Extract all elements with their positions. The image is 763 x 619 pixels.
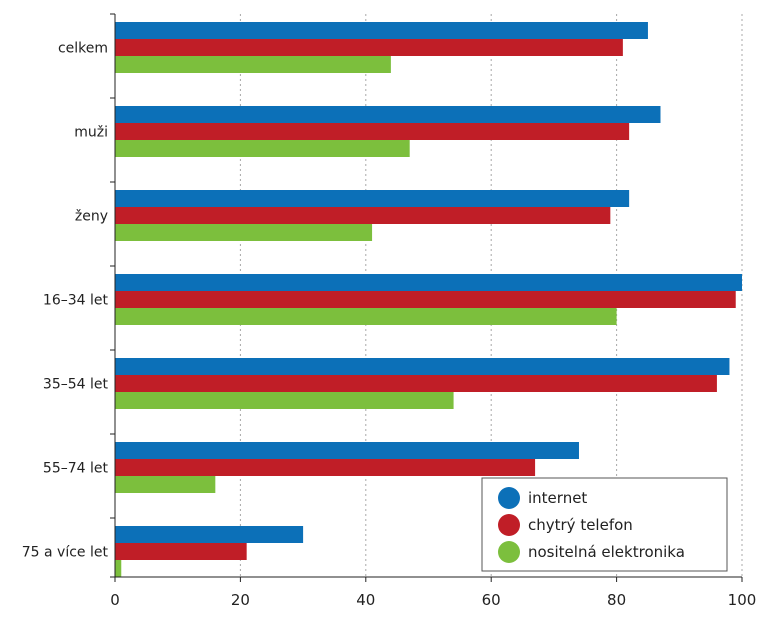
bar-2-2 [115,224,373,241]
x-tick-label-100: 100 [728,591,757,609]
bar-6-0 [115,526,304,543]
x-tick-label-40: 40 [356,591,375,609]
legend: internet chytrý telefon nositelná elektron… [481,477,728,572]
bar-1-1 [115,123,630,140]
x-tick-labels: 0 20 40 60 80 100 [110,591,756,609]
x-tick-label-80: 80 [607,591,626,609]
bar-0-0 [115,22,648,39]
legend-label-2: nositelná elektronika [528,543,685,561]
category-label-2: ženy [75,209,108,225]
legend-marker-1 [498,514,520,536]
category-label-1: muži [74,125,108,141]
bar-3-2 [115,308,617,325]
bar-2-0 [115,190,630,207]
category-label-0: celkem [58,41,108,57]
bar-1-0 [115,106,661,123]
legend-label-0: internet [528,489,587,507]
bar-3-0 [115,274,742,291]
bar-1-2 [115,140,410,157]
x-tick-label-60: 60 [482,591,501,609]
bar-4-0 [115,358,730,375]
axes [110,13,743,582]
bar-5-2 [115,476,216,493]
category-label-5: 55–74 let [43,461,109,477]
category-label-3: 16–34 let [43,293,109,309]
category-label-6: 75 a více let [22,545,109,561]
bar-0-2 [115,56,391,73]
bar-5-0 [115,442,579,459]
bar-6-2 [115,560,122,577]
legend-box [481,477,728,572]
bar-6-1 [115,543,247,560]
category-labels: celkem muži ženy 16–34 let 35–54 let 55–74 le… [22,41,109,561]
bar-4-2 [115,392,454,409]
bar-4-1 [115,375,717,392]
x-tick-label-0: 0 [110,591,120,609]
bar-2-1 [115,207,611,224]
bar-3-1 [115,291,736,308]
bar-0-1 [115,39,623,56]
x-tick-label-20: 20 [231,591,250,609]
legend-label-1: chytrý telefon [528,516,633,534]
category-label-4: 35–54 let [43,377,109,393]
bars [115,22,742,577]
legend-marker-2 [498,541,520,563]
bar-5-1 [115,459,536,476]
legend-marker-0 [498,487,520,509]
